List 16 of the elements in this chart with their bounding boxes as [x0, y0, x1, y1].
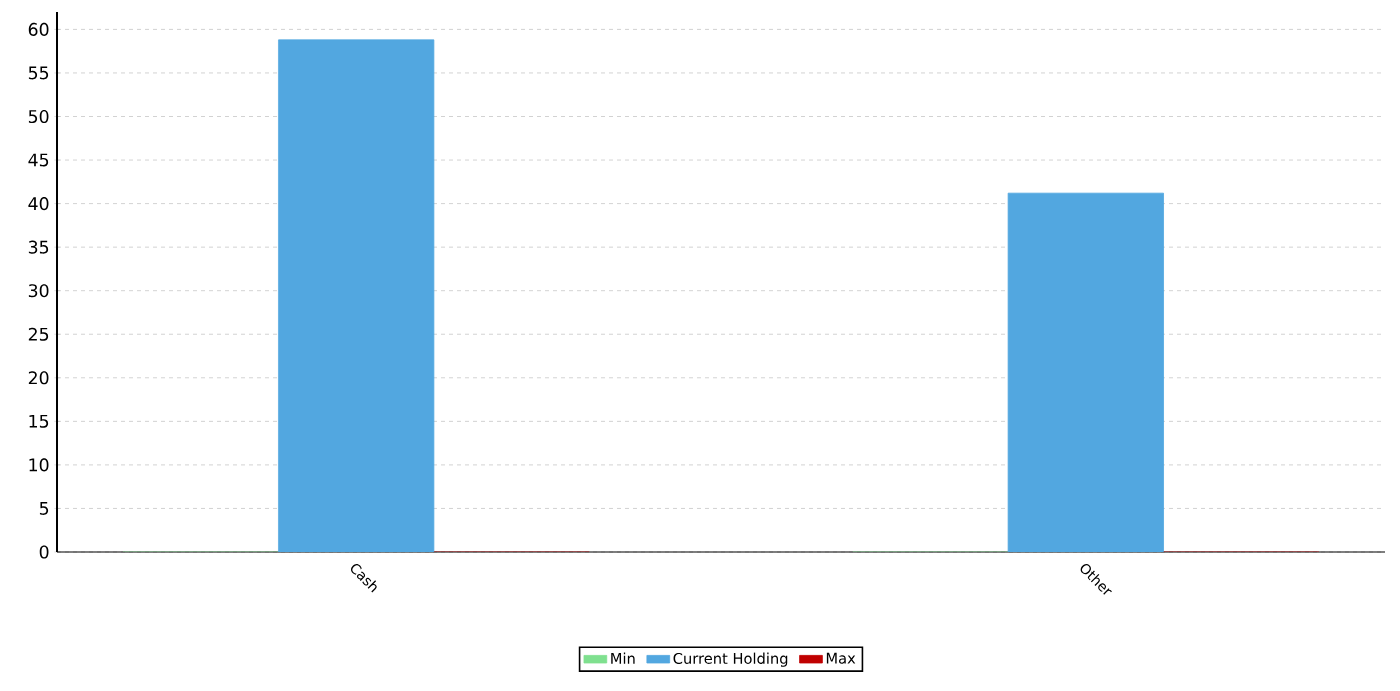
y-tick-label: 55	[28, 66, 49, 80]
y-tick-label: 40	[28, 197, 49, 211]
y-tick-label: 0	[39, 545, 49, 559]
y-tick-label: 25	[28, 327, 49, 341]
legend-label: Max	[826, 652, 856, 664]
legend-label: Min	[611, 652, 635, 664]
y-tick-label: 60	[28, 22, 49, 36]
y-tick-label: 15	[29, 414, 49, 428]
y-tick-label: 45	[28, 153, 49, 167]
y-tick-label: 20	[28, 371, 49, 385]
y-tick-label: 10	[29, 458, 49, 472]
legend-label: Current Holding	[673, 652, 788, 667]
y-tick-label: 50	[28, 109, 49, 124]
y-tick-label: 30	[28, 284, 49, 298]
y-tick-label: 5	[39, 502, 49, 515]
y-tick-label: 35	[28, 240, 49, 254]
